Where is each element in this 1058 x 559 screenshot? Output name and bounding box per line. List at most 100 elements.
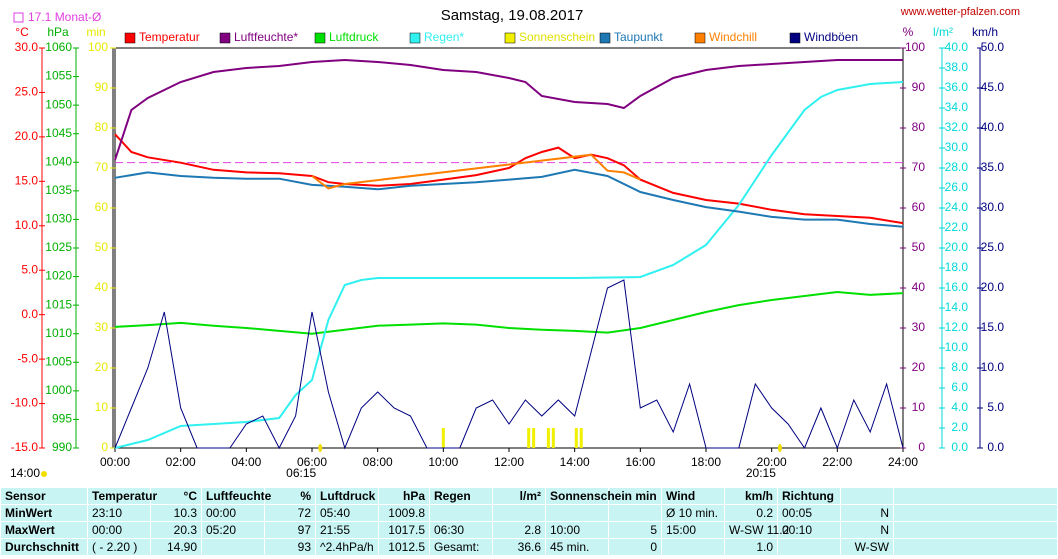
table-cell — [894, 488, 1057, 504]
table-row: MaxWert 00:00 20.3 05:20 97 21:55 1017.5 06:30 2… — [1, 522, 1057, 538]
y-tick-label: 1045 — [45, 126, 72, 140]
y-tick-label: 1050 — [45, 97, 72, 111]
table-cell: MaxWert — [1, 522, 87, 538]
y-tick-label: 45.0 — [981, 80, 1005, 94]
table-cell: 23:10 — [88, 505, 150, 521]
y-tick-label: 60 — [912, 200, 926, 214]
table-cell: Temperatur — [88, 488, 157, 504]
y-tick-label: 1020 — [45, 269, 72, 283]
y-tick-label: 30 — [912, 320, 926, 334]
x-tick-label: 04:00 — [231, 455, 261, 469]
table-row: MinWert 23:10 10.3 00:00 72 05:40 1009.8 Ø 10 m… — [1, 505, 1057, 521]
y-tick-label: 10.0 — [945, 340, 969, 354]
y-tick-label: 1010 — [45, 326, 72, 340]
y-tick-label: 8.0 — [951, 360, 968, 374]
chart: Samstag, 19.08.2017 www.wetter-pfalzen.c… — [10, 6, 1020, 480]
table-cell: Luftdruck — [316, 488, 378, 504]
table-cell: 97 — [265, 522, 315, 538]
x-tick-label: 02:00 — [166, 455, 196, 469]
sun-bar — [574, 428, 578, 448]
y-tick-label: 10.0 — [15, 218, 39, 232]
table-cell: 00:00 — [202, 505, 264, 521]
axis-title: min — [86, 25, 105, 39]
y-tick-label: 1030 — [45, 212, 72, 226]
y-tick-label: 60 — [95, 200, 109, 214]
summary-table: Sensor Temperatur °C Luftfeuchte% Luftdruck h… — [0, 487, 1058, 556]
y-tick-label: 35.0 — [981, 160, 1005, 174]
table-cell: 0 — [609, 539, 661, 555]
y-tick-label: 10 — [912, 400, 926, 414]
y-tick-label: 50 — [95, 240, 109, 254]
y-tick-label: 70 — [95, 160, 109, 174]
table-cell: 06:30 — [430, 522, 492, 538]
table-cell: 14.90 — [151, 539, 201, 555]
table-cell: km/h — [725, 488, 777, 504]
table-cell: 10:00 — [546, 522, 608, 538]
legend-label: Luftdruck — [329, 30, 379, 44]
y-tick-label: 38.0 — [945, 60, 969, 74]
table-cell: Richtung — [778, 488, 840, 504]
table-cell — [662, 539, 724, 555]
annotation-label: 06:15 — [286, 466, 316, 480]
legend-swatch — [694, 32, 706, 44]
y-tick-label: 70 — [912, 160, 926, 174]
y-tick-label: 50 — [912, 240, 926, 254]
reference-key — [13, 12, 24, 23]
x-tick-label: 06:00 — [297, 455, 327, 469]
chart-title: Samstag, 19.08.2017 — [441, 7, 584, 24]
source: www.wetter-pfalzen.com — [900, 6, 1020, 18]
time-label: 14:00 — [10, 466, 40, 480]
table-cell: 2.8 — [493, 522, 545, 538]
table-cell — [841, 488, 893, 504]
y-tick-label: 0 — [918, 440, 925, 454]
plot-area — [114, 47, 904, 449]
table-cell: MinWert — [1, 505, 87, 521]
y-tick-label: 18.0 — [945, 260, 969, 274]
y-tick-label: -15.0 — [11, 440, 39, 454]
y-tick-label: 80 — [95, 120, 109, 134]
legend-label: Windchill — [709, 30, 757, 44]
table-cell: N — [841, 505, 893, 521]
y-tick-label: 0.0 — [21, 307, 38, 321]
sun-marker — [318, 444, 323, 452]
sun-bar — [441, 428, 445, 448]
sun-bar — [579, 428, 583, 448]
y-tick-label: 12.0 — [945, 320, 969, 334]
y-tick-label: 6.0 — [951, 380, 968, 394]
table-cell: 00:10 — [778, 522, 840, 538]
series-line — [114, 168, 904, 228]
y-tick-label: 40 — [912, 280, 926, 294]
table-cell: °C — [151, 488, 201, 504]
y-tick-label: 2.0 — [951, 420, 968, 434]
y-tick-label: 36.0 — [945, 80, 969, 94]
table-cell: Luftfeuchte — [202, 488, 271, 504]
sun-marker — [777, 444, 782, 452]
table-cell: ( - 2.20 ) — [88, 539, 150, 555]
table-cell: 1017.5 — [379, 522, 429, 538]
y-tick-label: 40 — [95, 280, 109, 294]
sun-icon — [41, 471, 47, 477]
table-cell: l/m² — [493, 488, 545, 504]
sun-bar — [546, 428, 550, 448]
x-tick-label: 10:00 — [428, 455, 458, 469]
y-tick-label: 1015 — [45, 297, 72, 311]
y-tick-label: 14.0 — [945, 300, 969, 314]
y-tick-label: 0.0 — [987, 440, 1004, 454]
y-tick-label: 90 — [95, 80, 109, 94]
table-cell: Gesamt: — [430, 539, 492, 555]
y-tick-label: 5.0 — [987, 400, 1004, 414]
y-tick-label: 1055 — [45, 69, 72, 83]
y-tick-label: 30 — [95, 320, 109, 334]
table-cell — [202, 539, 264, 555]
legend-swatch — [124, 32, 136, 44]
table-cell: 05:40 — [316, 505, 378, 521]
sun-bar — [527, 428, 531, 448]
y-tick-label: -10.0 — [11, 396, 39, 410]
series-line — [114, 81, 904, 449]
x-tick-label: 00:00 — [100, 455, 130, 469]
axis-title: km/h — [972, 25, 998, 39]
table-row: Sensor Temperatur °C Luftfeuchte% Luftdruck h… — [1, 488, 1057, 504]
table-cell: 1009.8 — [379, 505, 429, 521]
legend-swatch — [409, 32, 421, 44]
